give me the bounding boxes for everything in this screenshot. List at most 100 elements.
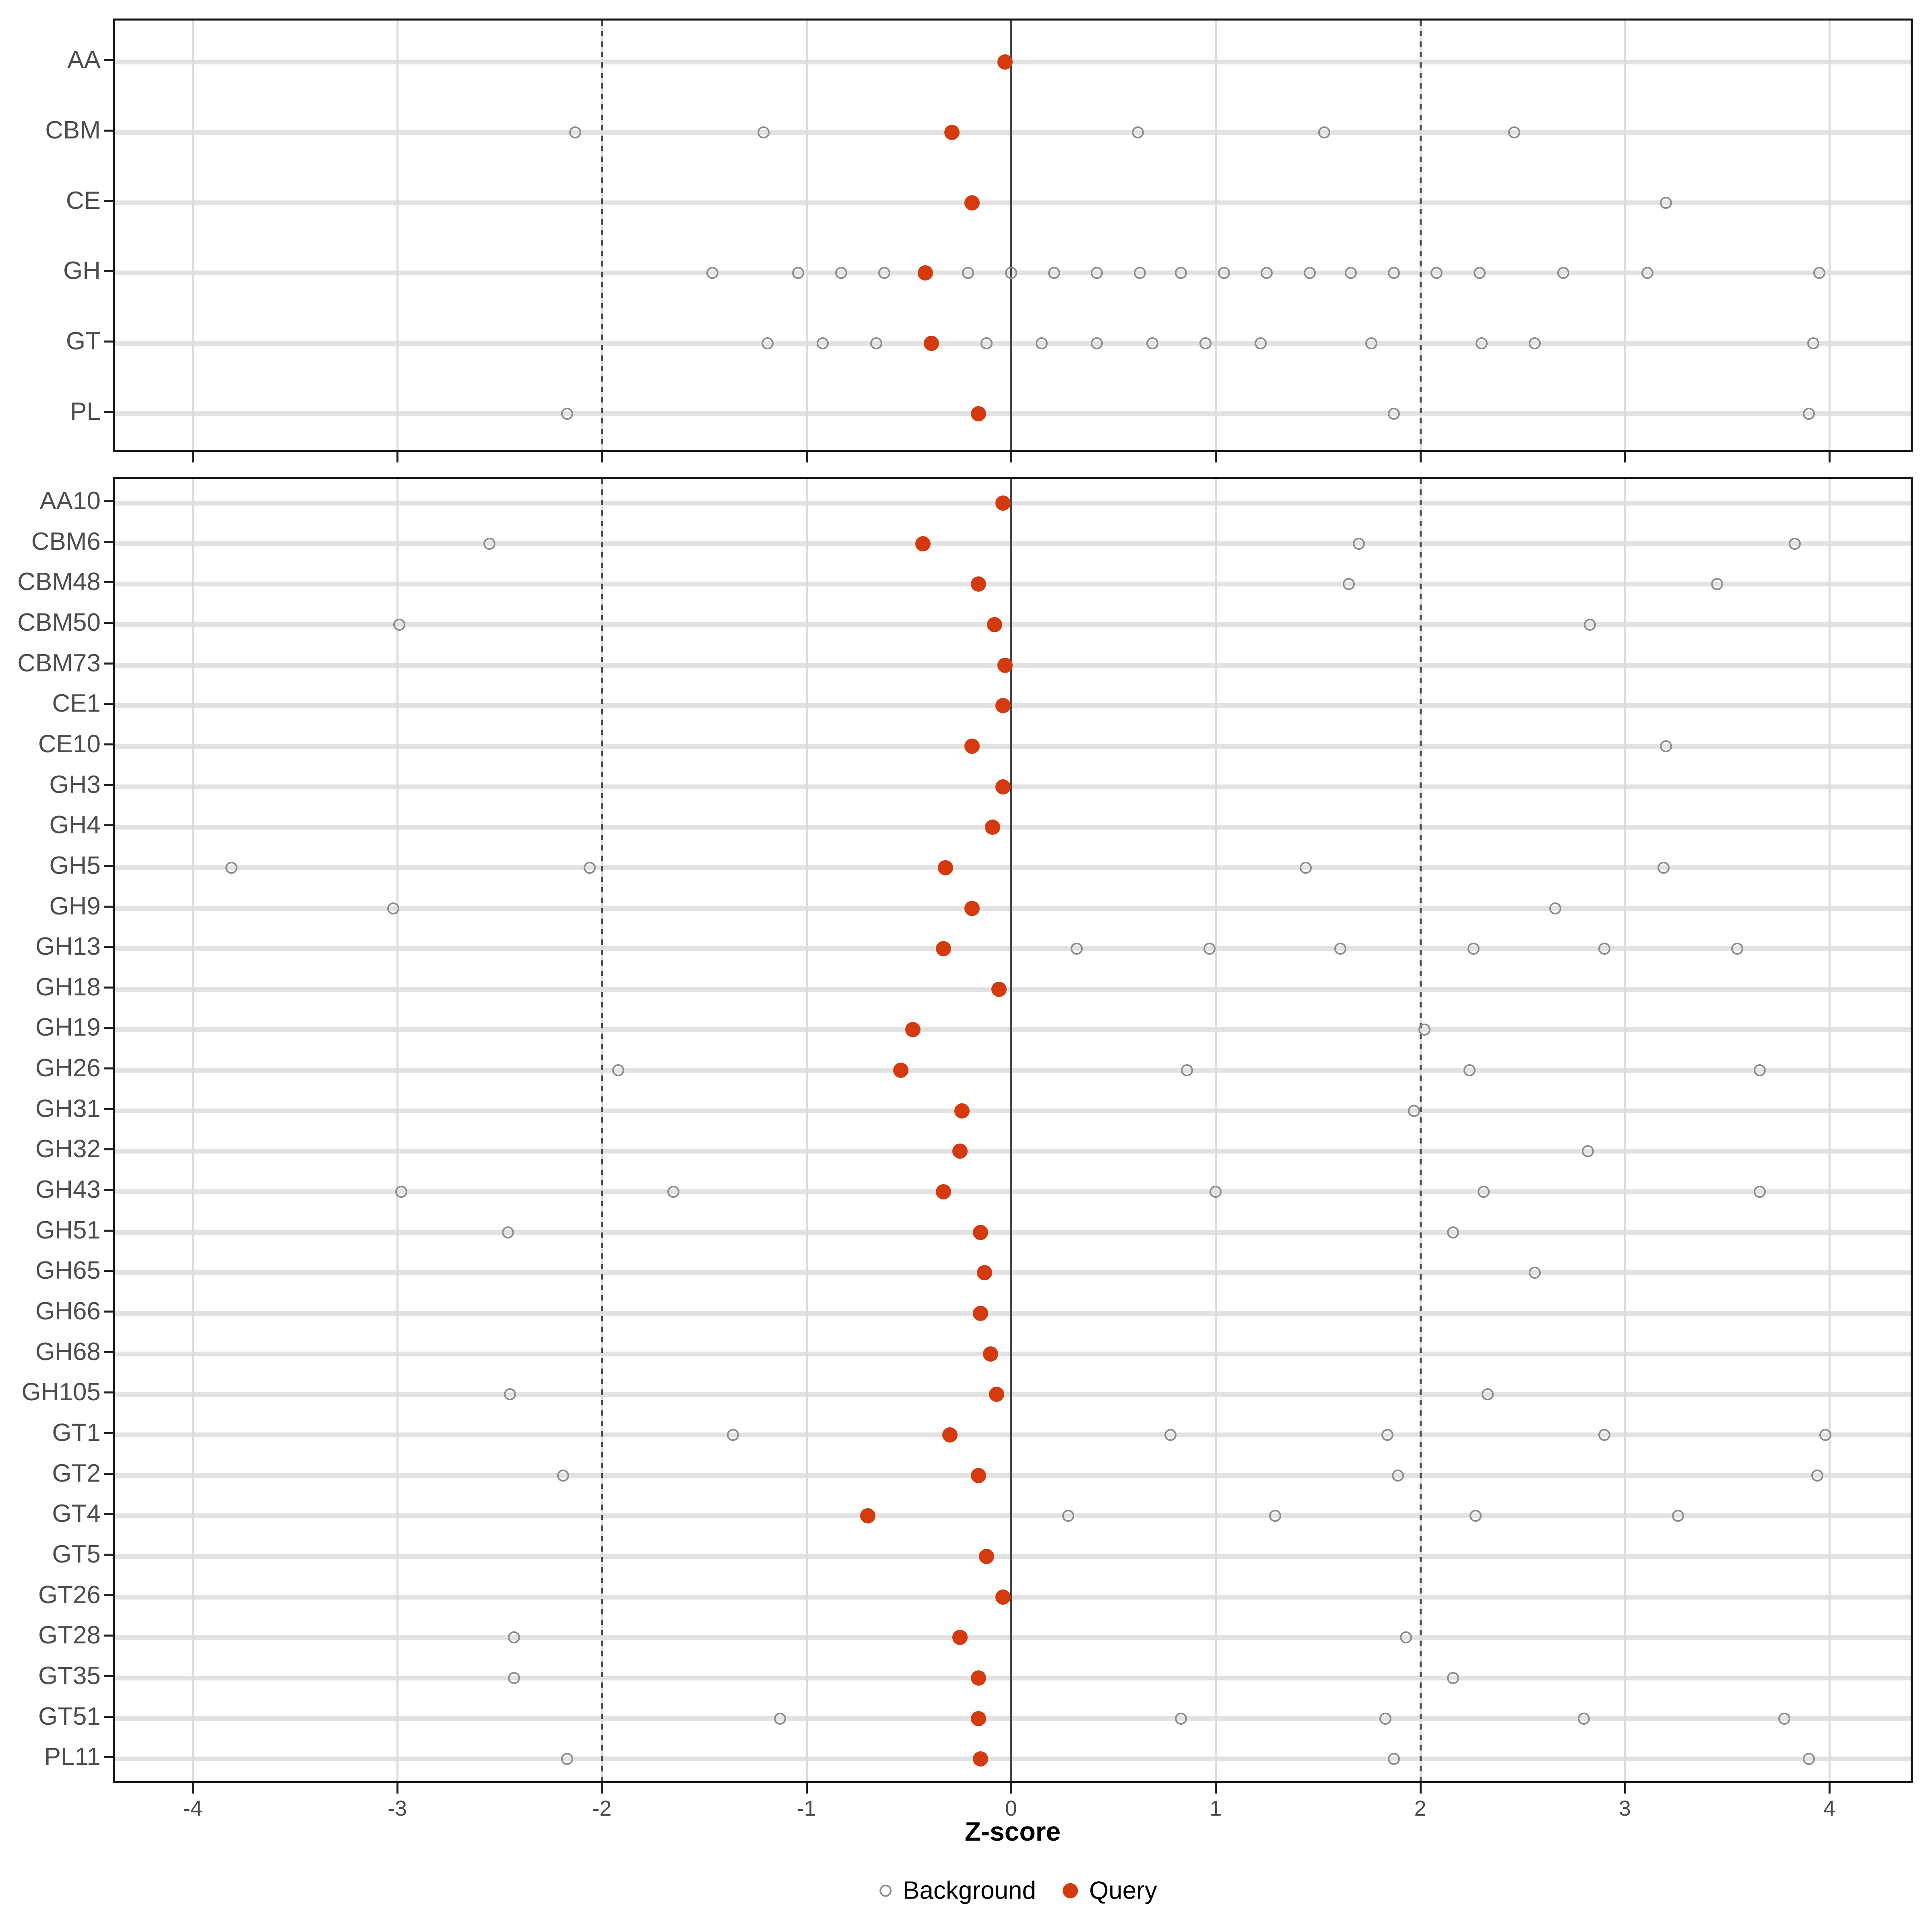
background-point <box>1218 267 1230 279</box>
y-tick <box>104 784 113 786</box>
x-gridline <box>192 479 194 1781</box>
y-axis-label: GH3 <box>49 770 101 799</box>
y-tick <box>104 743 113 745</box>
x-tick <box>1624 452 1626 462</box>
background-point <box>1584 618 1596 631</box>
y-axis-label: GH31 <box>35 1094 101 1123</box>
y-tick <box>104 1311 113 1313</box>
background-point <box>757 126 770 138</box>
background-point <box>1813 267 1825 279</box>
query-point <box>915 536 931 551</box>
background-point <box>1391 1469 1404 1482</box>
y-tick <box>104 1756 113 1759</box>
y-tick <box>104 1432 113 1434</box>
background-point <box>395 1186 408 1198</box>
row-gridline <box>115 1432 1911 1437</box>
row-gridline <box>115 1594 1911 1600</box>
background-point <box>878 267 890 279</box>
y-axis-label: GH19 <box>35 1013 101 1042</box>
background-point <box>1387 1753 1400 1765</box>
x-tick <box>396 452 399 462</box>
query-point-icon <box>1063 1883 1078 1898</box>
y-axis-label: GT51 <box>38 1702 101 1730</box>
query-point <box>976 1265 992 1281</box>
background-point <box>569 126 582 138</box>
y-axis-label: AA <box>67 46 101 74</box>
background-point <box>1478 1186 1490 1198</box>
y-axis-label: GH43 <box>35 1176 101 1204</box>
x-tick-label: 2 <box>1414 1796 1426 1821</box>
background-point <box>1255 337 1267 350</box>
query-point <box>985 819 1001 835</box>
query-point <box>905 1022 921 1038</box>
query-point <box>944 124 960 140</box>
panel-families <box>113 19 1913 452</box>
y-tick <box>104 905 113 908</box>
y-tick <box>104 1351 113 1353</box>
query-point <box>964 738 980 754</box>
background-point <box>1807 337 1819 350</box>
row-gridline <box>115 1554 1911 1559</box>
y-axis-label: CBM48 <box>17 568 101 596</box>
x-tick-label: 1 <box>1210 1796 1222 1821</box>
background-point <box>1062 1510 1075 1522</box>
background-point <box>1048 267 1060 279</box>
y-axis-label: CE10 <box>38 730 101 758</box>
y-tick <box>104 1148 113 1151</box>
background-point <box>1598 1428 1611 1441</box>
y-tick <box>104 621 113 624</box>
y-tick <box>104 1472 113 1475</box>
y-axis-label: GT2 <box>52 1459 101 1487</box>
y-tick <box>104 500 113 502</box>
y-axis-label: CBM <box>45 116 101 144</box>
y-tick <box>104 986 113 989</box>
x-tick <box>192 1783 194 1794</box>
query-point <box>938 860 954 875</box>
y-axis-label: AA10 <box>39 487 101 515</box>
y-tick <box>104 824 113 827</box>
row-gridline <box>115 1392 1911 1397</box>
row-gridline <box>115 987 1911 992</box>
background-point <box>1379 1712 1392 1725</box>
background-point <box>1803 1753 1815 1765</box>
background-point <box>1005 267 1017 279</box>
y-axis-label: PL <box>70 398 101 425</box>
background-point <box>557 1469 569 1482</box>
background-point <box>1660 196 1672 209</box>
background-point <box>612 1064 625 1077</box>
dotted-reference-line <box>601 21 603 450</box>
row-gridline <box>115 1270 1911 1276</box>
x-tick <box>192 452 194 462</box>
row-gridline <box>115 1513 1911 1519</box>
y-axis-label: GH105 <box>21 1378 101 1406</box>
query-point <box>995 698 1011 714</box>
row-gridline <box>115 200 1911 205</box>
query-point <box>997 54 1013 70</box>
query-point <box>917 265 933 281</box>
background-point <box>1578 1712 1590 1725</box>
y-tick <box>104 865 113 867</box>
query-point <box>860 1508 876 1524</box>
background-point <box>1819 1428 1832 1441</box>
y-axis-label: GT35 <box>38 1662 101 1690</box>
y-tick <box>104 1675 113 1677</box>
background-point <box>508 1631 520 1644</box>
background-point <box>225 861 238 874</box>
row-gridline <box>115 1068 1911 1073</box>
background-point <box>1447 1672 1459 1684</box>
query-point <box>970 1711 986 1726</box>
background-point <box>1036 337 1048 350</box>
query-point <box>942 1427 958 1443</box>
background-point <box>1711 578 1723 590</box>
y-axis-label: GT28 <box>38 1621 101 1649</box>
query-point <box>995 1589 1011 1605</box>
x-gridline <box>1829 21 1831 450</box>
x-tick <box>1419 1783 1422 1794</box>
background-point <box>1549 902 1562 914</box>
background-point <box>1529 337 1541 350</box>
panel-subfamilies <box>113 477 1913 1783</box>
background-point <box>1557 267 1570 279</box>
background-point <box>762 337 774 350</box>
x-gridline <box>805 21 808 450</box>
query-point <box>893 1063 908 1078</box>
